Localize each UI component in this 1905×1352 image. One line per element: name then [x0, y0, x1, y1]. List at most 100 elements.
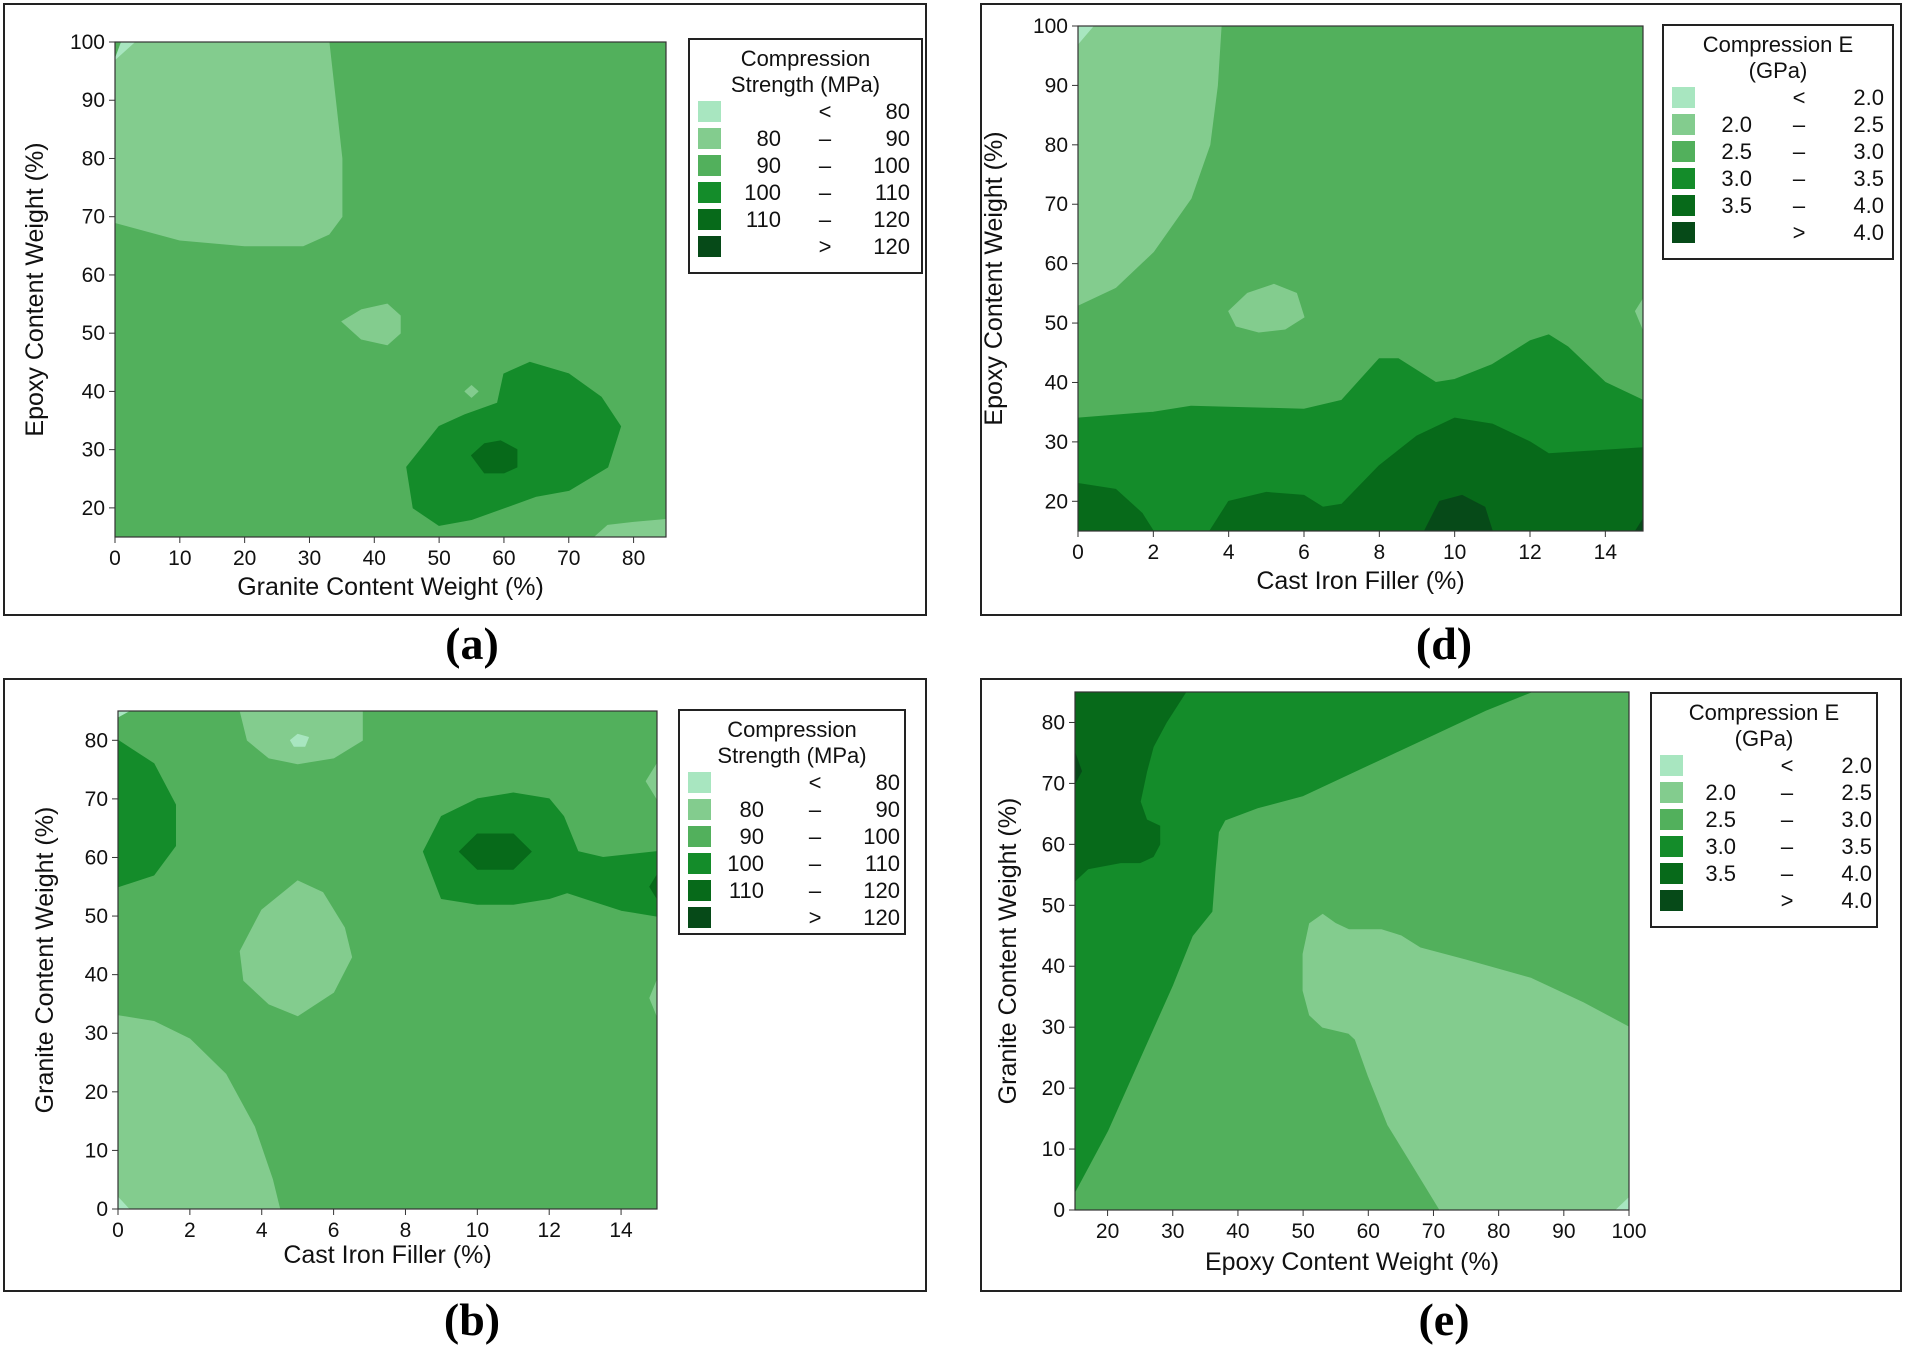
legend-low-e-3: 3.0	[1705, 834, 1736, 859]
legend-swatch-b-3	[688, 853, 711, 874]
y-tick-label-e-6: 60	[1042, 833, 1065, 856]
legend-entry-e-4: 3.5 – 4.0	[1652, 860, 1876, 887]
legend-entry-d-0: <2.0	[1664, 84, 1892, 111]
x-tick-label-b-2: 4	[256, 1219, 268, 1242]
legend-op-b-0: <	[808, 770, 822, 795]
y-tick-label-b-2: 20	[85, 1081, 108, 1104]
legend-entry-a-1: 80 – 90	[690, 125, 921, 152]
legend-entry-a-3: 100 – 110	[690, 179, 921, 206]
chart-panel-a: 0 10 20 30 40 50 60 70 80 20 30 40 50 60 70 80 90 100 Gran…	[3, 3, 927, 616]
legend-title-line-a-1: Strength (MPa)	[730, 72, 881, 97]
legend-low-a-4: 110	[745, 207, 781, 232]
legend-high-e-1: 2.5	[1841, 780, 1872, 805]
legend-entry-e-5: >4.0	[1652, 887, 1876, 914]
legend-swatch-a-4	[698, 209, 721, 230]
legend-high-a-3: 110	[874, 180, 910, 205]
plot-frame-e	[1074, 691, 1630, 1211]
x-tick-label-e-6: 80	[1487, 1220, 1510, 1243]
legend-swatch-b-2	[688, 826, 711, 847]
contour-region-e-4	[1615, 1197, 1629, 1210]
legend-title-line-a-0: Compression	[740, 46, 871, 71]
legend-title-line-d-0: Compression E	[1702, 32, 1854, 57]
legend-op-a-5: >	[818, 234, 832, 259]
contour-region-b-4	[118, 711, 130, 718]
legend-swatch-d-5	[1672, 222, 1695, 243]
contour-region-e-2	[1075, 752, 1082, 784]
x-tick-label-d-5: 10	[1443, 541, 1466, 564]
y-tick-label-a-2: 40	[82, 380, 105, 403]
legend-b: Compression Strength (MPa) <80 80–90 90–100 1…	[678, 709, 906, 935]
y-tick-label-e-3: 30	[1042, 1016, 1065, 1039]
x-tick-label-b-7: 14	[609, 1219, 633, 1242]
x-tick-label-d-2: 4	[1223, 541, 1235, 564]
legend-op-a-4: –	[818, 207, 832, 232]
contour-plot-a: 0 10 20 30 40 50 60 70 80 20 30 40 50 60 70 80 90 100 Gran…	[21, 31, 667, 601]
y-tick-label-a-0: 20	[82, 497, 105, 520]
legend-low-b-4: 110	[728, 878, 764, 903]
y-axis-label-e: Granite Content Weight (%)	[994, 798, 1022, 1105]
x-tick-label-b-3: 6	[328, 1219, 340, 1242]
plot-frame-d	[1077, 25, 1644, 532]
y-tick-label-d-4: 60	[1045, 253, 1068, 276]
y-tick-label-d-5: 70	[1045, 193, 1068, 216]
x-tick-label-e-5: 70	[1422, 1220, 1445, 1243]
legend-low-b-3: 100	[727, 851, 764, 876]
x-tick-label-a-4: 40	[363, 547, 386, 570]
x-tick-label-d-4: 8	[1373, 541, 1385, 564]
x-tick-label-a-2: 20	[233, 547, 256, 570]
contour-region-a-5	[406, 361, 622, 526]
y-tick-label-a-8: 100	[70, 31, 105, 54]
x-tick-label-b-0: 0	[112, 1219, 124, 1242]
x-tick-label-b-6: 12	[538, 1219, 561, 1242]
y-tick-label-b-3: 30	[85, 1022, 108, 1045]
legend-low-b-1: 80	[739, 797, 764, 822]
legend-high-b-4: 120	[863, 878, 900, 903]
x-tick-label-d-6: 12	[1518, 541, 1541, 564]
chart-panel-b: 0 2 4 6 8 10 12 14 0 10 20 30 40 50 60 70 80 Cast Iron Fi…	[3, 678, 927, 1292]
caption-d: (d)	[1415, 618, 1473, 669]
legend-high-a-0: 80	[885, 99, 910, 124]
x-tick-label-a-6: 60	[492, 547, 515, 570]
legend-title-line-d-1: (GPa)	[1748, 58, 1808, 83]
legend-entry-d-5: >4.0	[1664, 219, 1892, 246]
contour-region-a-6	[471, 440, 518, 474]
legend-swatch-d-2	[1672, 141, 1695, 162]
caption-a: (a)	[445, 618, 499, 669]
legend-swatch-d-3	[1672, 168, 1695, 189]
legend-swatch-e-0	[1660, 755, 1683, 776]
contour-region-b-1	[118, 1196, 130, 1209]
contour-region-a-4	[594, 519, 666, 537]
legend-entry-e-3: 3.0 – 3.5	[1652, 833, 1876, 860]
legend-entry-d-2: 2.5 – 3.0	[1664, 138, 1892, 165]
x-axis-label-a: Granite Content Weight (%)	[237, 573, 544, 601]
legend-op-d-4: –	[1792, 193, 1806, 218]
x-tick-label-e-4: 60	[1357, 1220, 1380, 1243]
legend-low-a-1: 80	[756, 126, 781, 151]
legend-title-b: Compression Strength (MPa)	[680, 717, 904, 769]
legend-swatch-e-4	[1660, 863, 1683, 884]
y-tick-label-a-4: 60	[82, 264, 105, 287]
legend-high-d-2: 3.0	[1853, 139, 1884, 164]
contour-region-b-0	[118, 1015, 281, 1209]
legend-high-d-3: 3.5	[1853, 166, 1884, 191]
legend-title-line-e-1: (GPa)	[1734, 726, 1794, 751]
legend-low-b-2: 90	[739, 824, 764, 849]
y-tick-label-a-1: 30	[82, 439, 105, 462]
x-tick-label-b-5: 10	[466, 1219, 489, 1242]
contour-region-a-0	[115, 42, 343, 247]
contour-region-b-10	[458, 833, 532, 870]
contour-region-b-8	[118, 739, 176, 888]
x-tick-label-a-3: 30	[298, 547, 321, 570]
x-tick-label-e-1: 30	[1161, 1220, 1184, 1243]
legend-high-e-4: 4.0	[1841, 861, 1872, 886]
x-axis-label-b: Cast Iron Filler (%)	[283, 1241, 491, 1269]
y-tick-label-e-8: 80	[1042, 711, 1065, 734]
legend-entry-a-2: 90 – 100	[690, 152, 921, 179]
contour-region-d-6	[1209, 417, 1643, 531]
legend-swatch-b-5	[688, 907, 711, 928]
x-tick-label-e-2: 40	[1226, 1220, 1249, 1243]
caption-b: (b)	[443, 1294, 501, 1345]
legend-entry-a-4: 110 – 120	[690, 206, 921, 233]
x-tick-label-a-1: 10	[168, 547, 191, 570]
contour-region-b-3	[290, 733, 309, 747]
